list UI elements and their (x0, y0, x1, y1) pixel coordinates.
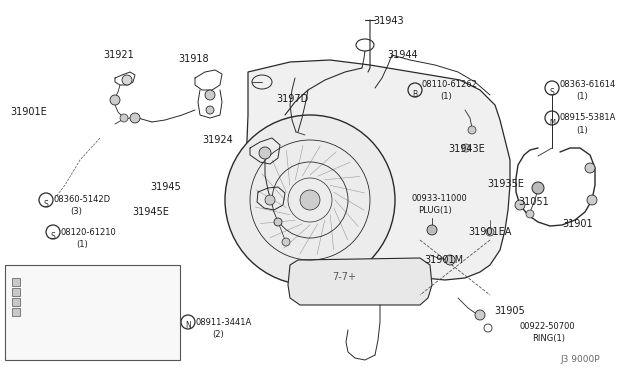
Circle shape (274, 218, 282, 226)
Circle shape (225, 115, 395, 285)
Text: (1): (1) (576, 92, 588, 101)
Text: (1): (1) (440, 92, 452, 101)
Circle shape (265, 195, 275, 205)
Text: 31945E: 31945E (132, 207, 169, 217)
Circle shape (445, 255, 455, 265)
Text: 08363-61614: 08363-61614 (560, 80, 616, 89)
Text: (2): (2) (212, 330, 224, 339)
Text: (3): (3) (70, 207, 82, 216)
Text: 31918: 31918 (178, 54, 209, 64)
Text: B: B (412, 90, 417, 99)
Text: 31943: 31943 (373, 16, 404, 26)
Text: (1): (1) (76, 240, 88, 249)
Text: RING(1): RING(1) (532, 334, 565, 343)
Text: M: M (549, 119, 555, 125)
Text: S: S (550, 87, 554, 96)
Circle shape (468, 126, 476, 134)
Text: 31051: 31051 (518, 197, 548, 207)
Text: 08120-61210: 08120-61210 (60, 228, 116, 237)
Bar (12, 278, 20, 286)
Circle shape (110, 95, 120, 105)
Polygon shape (246, 60, 510, 280)
Bar (12, 298, 20, 306)
Bar (12, 308, 20, 316)
Text: 31901E: 31901E (10, 107, 47, 117)
Text: S: S (51, 231, 56, 241)
Bar (5, 265, 180, 360)
Text: S: S (44, 199, 49, 208)
Text: 7-7+: 7-7+ (332, 272, 356, 282)
Text: 00933-11000: 00933-11000 (412, 194, 468, 203)
Text: 31918F: 31918F (76, 273, 112, 283)
Polygon shape (288, 258, 432, 305)
Text: PLUG(1): PLUG(1) (418, 206, 452, 215)
Text: 08360-5142D: 08360-5142D (53, 195, 110, 204)
Text: 31924: 31924 (202, 135, 233, 145)
Text: 31921: 31921 (103, 50, 134, 60)
Circle shape (526, 210, 534, 218)
Text: N: N (185, 321, 191, 330)
Text: (1): (1) (576, 126, 588, 135)
Text: 31944: 31944 (387, 50, 418, 60)
Text: 31935P: 31935P (8, 295, 45, 305)
Circle shape (282, 238, 290, 246)
Circle shape (206, 106, 214, 114)
Text: 08911-3441A: 08911-3441A (196, 318, 252, 327)
Text: 31945: 31945 (150, 182, 180, 192)
Circle shape (120, 114, 128, 122)
Text: 00922-50700: 00922-50700 (520, 322, 575, 331)
Text: 31901: 31901 (562, 219, 593, 229)
Bar (12, 288, 20, 296)
Circle shape (300, 190, 320, 210)
Text: 31918G: 31918G (108, 320, 146, 330)
Circle shape (486, 228, 494, 236)
Text: 31935E: 31935E (487, 179, 524, 189)
Text: 08110-61262: 08110-61262 (422, 80, 478, 89)
Circle shape (122, 75, 132, 85)
Circle shape (587, 195, 597, 205)
Circle shape (585, 163, 595, 173)
Text: 31905: 31905 (494, 306, 525, 316)
Text: 31901EA: 31901EA (468, 227, 511, 237)
Circle shape (475, 310, 485, 320)
Circle shape (515, 200, 525, 210)
Circle shape (130, 113, 140, 123)
Text: J3 9000P: J3 9000P (560, 355, 600, 364)
Text: 31943E: 31943E (448, 144, 484, 154)
Circle shape (532, 182, 544, 194)
Circle shape (462, 144, 470, 152)
Circle shape (427, 225, 437, 235)
Text: 31901M: 31901M (424, 255, 463, 265)
Circle shape (205, 90, 215, 100)
Text: 08915-5381A: 08915-5381A (560, 113, 616, 122)
Circle shape (259, 147, 271, 159)
Text: 3197D: 3197D (276, 94, 308, 104)
